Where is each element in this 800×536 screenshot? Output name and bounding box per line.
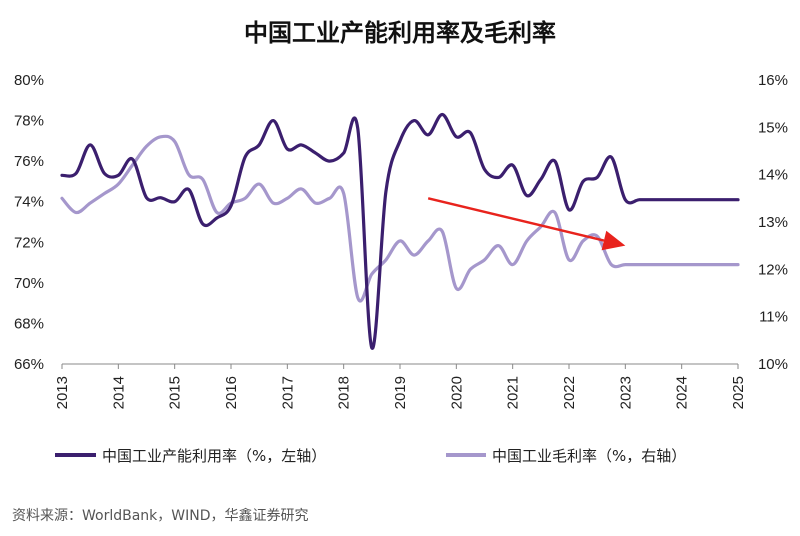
x-tick-label: 2019 [392,376,409,409]
x-tick-label: 2020 [448,376,465,409]
legend-label-margin: 中国工业毛利率（%，右轴） [492,447,686,465]
y-left-tick-label: 68% [14,315,44,332]
legend: 中国工业产能利用率（%，左轴） 中国工业毛利率（%，右轴） [55,447,686,465]
source-note: 资料来源：WorldBank，WIND，华鑫证券研究 [12,507,309,524]
x-tick-label: 2013 [54,376,71,409]
x-tick-label: 2016 [223,376,240,409]
x-tick-label: 2024 [674,376,691,409]
trend-arrow-head [601,230,626,251]
series-line-margin [60,134,740,303]
x-tick-label: 2017 [279,376,296,409]
legend-label-capacity: 中国工业产能利用率（%，左轴） [102,447,326,465]
y-left-tick-label: 80% [14,72,44,89]
y-right-tick-label: 11% [759,309,788,326]
plot-area: 2013 2014 2015 2016 2017 2018 2019 2020 2021 2022… [14,72,788,409]
chart-title: 中国工业产能利用率及毛利率 [244,19,556,47]
trend-arrow-shaft [427,197,605,242]
x-tick-label: 2018 [336,376,353,409]
x-tick-label: 2014 [110,376,127,409]
y-right-tick-label: 15% [758,119,788,136]
series-line-capacity [60,112,740,350]
y-left-tick-label: 76% [14,153,44,170]
x-tick-label: 2023 [617,376,634,409]
y-left-tick-label: 74% [14,194,44,211]
y-left-tick-label: 70% [14,275,44,292]
y-left-tick-label: 78% [14,113,44,130]
y-left-tick-label: 66% [14,356,44,373]
x-tick-label: 2025 [730,376,747,409]
y-right-tick-label: 13% [758,214,788,231]
y-right-tick-label: 10% [758,356,788,373]
y-left-tick-label: 72% [14,234,44,251]
y-right-tick-label: 16% [758,72,788,89]
x-tick-label: 2021 [505,376,522,409]
y-right-tick-label: 12% [758,261,788,278]
y-right-tick-label: 14% [758,167,788,184]
x-tick-label: 2015 [167,376,184,409]
x-tick-label: 2022 [561,376,578,409]
